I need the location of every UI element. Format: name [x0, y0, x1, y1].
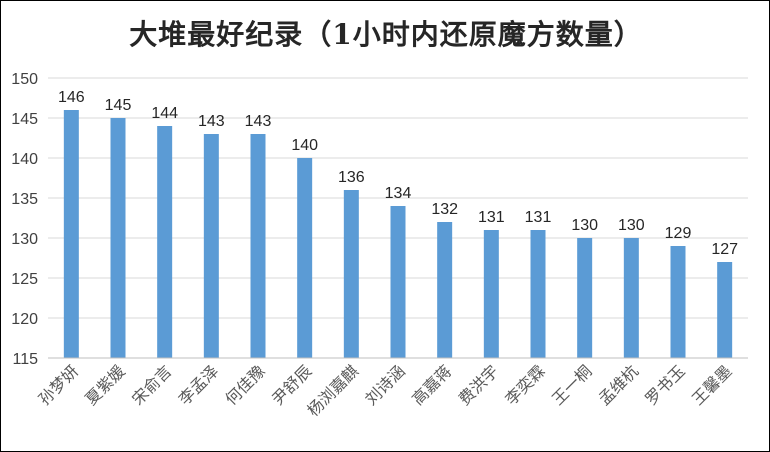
bar — [530, 230, 546, 358]
bar — [623, 238, 639, 358]
y-tick-label: 120 — [11, 311, 38, 328]
data-label: 127 — [711, 241, 738, 258]
y-axis: 115 120 125 130 135 140 145 150 — [11, 71, 38, 368]
data-label: 129 — [665, 225, 692, 242]
x-tick-label: 费洪宇 — [455, 361, 502, 408]
bar — [437, 222, 453, 358]
data-label: 144 — [151, 105, 178, 122]
data-label: 145 — [105, 97, 132, 114]
x-tick-label: 夏紫媛 — [81, 361, 128, 408]
x-tick-label: 李孟泽 — [175, 361, 222, 408]
y-tick-label: 125 — [11, 271, 38, 288]
bar — [717, 262, 733, 358]
bars — [63, 110, 733, 358]
data-label: 130 — [571, 217, 598, 234]
data-label: 131 — [478, 209, 505, 226]
x-tick-label: 王一桐 — [548, 361, 595, 408]
data-labels: 146 145 144 143 143 140 136 134 132 131 131 130 130 1… — [58, 89, 738, 258]
bar — [483, 230, 499, 358]
y-tick-label: 135 — [11, 191, 38, 208]
bar — [343, 190, 359, 358]
data-label: 143 — [245, 113, 272, 130]
data-label: 140 — [291, 137, 318, 154]
bar — [250, 134, 266, 358]
bar — [110, 118, 126, 358]
x-tick-label: 宋俞言 — [128, 361, 175, 408]
x-tick-label: 杨浏嘉麒 — [303, 361, 362, 420]
x-tick-label: 孙梦妍 — [35, 361, 82, 408]
x-tick-label: 李奕霖 — [501, 361, 548, 408]
bar — [390, 206, 406, 358]
data-label: 134 — [385, 185, 412, 202]
y-tick-label: 150 — [11, 71, 38, 88]
y-tick-label: 115 — [12, 351, 38, 368]
data-label: 143 — [198, 113, 225, 130]
bar — [670, 246, 686, 358]
data-label: 130 — [618, 217, 645, 234]
data-label: 146 — [58, 89, 85, 106]
y-tick-label: 140 — [11, 151, 38, 168]
x-tick-label: 何佳豫 — [221, 361, 268, 408]
bar — [203, 134, 219, 358]
bar — [297, 158, 313, 358]
data-label: 132 — [431, 201, 458, 218]
x-tick-label: 刘诗涵 — [361, 361, 408, 408]
y-tick-label: 145 — [11, 111, 38, 128]
data-label: 131 — [525, 209, 552, 226]
bar — [577, 238, 593, 358]
x-tick-label: 王馨墨 — [688, 361, 735, 408]
chart-title: 大堆最好纪录（1小时内还原魔方数量） — [129, 18, 643, 51]
x-tick-label: 高嘉蒋 — [408, 361, 455, 408]
bar — [63, 110, 79, 358]
x-tick-label: 罗书玉 — [641, 361, 688, 408]
data-label: 136 — [338, 169, 365, 186]
bar — [157, 126, 173, 358]
y-tick-label: 130 — [11, 231, 38, 248]
x-tick-label: 孟维杭 — [595, 361, 642, 408]
